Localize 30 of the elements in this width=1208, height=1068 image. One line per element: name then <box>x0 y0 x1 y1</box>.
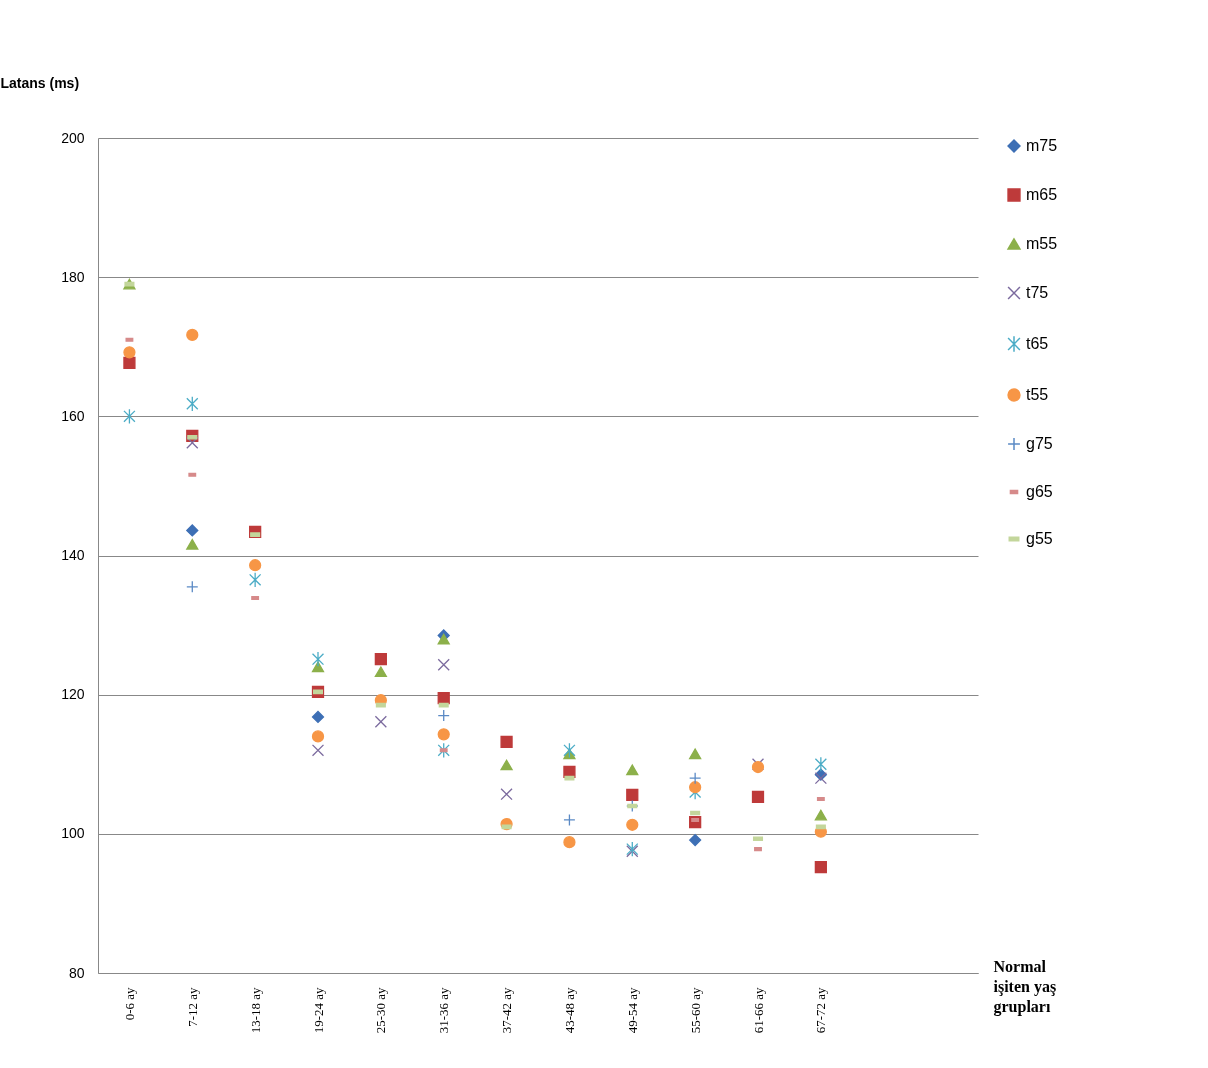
x-tick-label: 13-18 ay <box>247 987 263 1034</box>
legend-label: m55 <box>1026 235 1058 252</box>
x-tick-label: 49-54 ay <box>624 987 640 1034</box>
legend-label: g65 <box>1026 483 1053 500</box>
x-tick-label: 25-30 ay <box>373 987 389 1034</box>
legend-label: g55 <box>1026 530 1053 547</box>
y-tick-label: 120 <box>61 686 85 703</box>
x-tick-label: 61-66 ay <box>750 987 766 1034</box>
legend-label: t65 <box>1026 335 1049 352</box>
x-tick-label: 0-6 ay <box>121 987 137 1021</box>
x-tick-label: 43-48 ay <box>561 987 577 1034</box>
legend-label: g75 <box>1026 435 1053 452</box>
y-tick-label: 80 <box>68 964 85 981</box>
x-tick-label: 7-12 ay <box>184 987 200 1027</box>
y-tick-label: 180 <box>61 268 85 285</box>
x-tick-label: 31-36 ay <box>436 987 452 1034</box>
x-tick-label: 67-72 ay <box>813 987 829 1034</box>
x-tick-label: 37-42 ay <box>499 987 515 1034</box>
y-tick-label: 160 <box>61 407 85 424</box>
x-tick-label: 55-60 ay <box>687 987 703 1034</box>
legend-label: t55 <box>1026 386 1049 403</box>
legend-label: m75 <box>1026 137 1058 154</box>
y-tick-label: 140 <box>61 547 85 563</box>
y-tick-label: 200 <box>61 129 85 146</box>
y-axis-title: Latans (ms) <box>0 74 80 91</box>
y-tick-label: 100 <box>61 825 85 842</box>
x-tick-label: 19-24 ay <box>310 987 326 1034</box>
legend-label: t75 <box>1026 284 1049 301</box>
legend-label: m65 <box>1026 186 1058 203</box>
x-axis-title: Normal işiten yaş grupları <box>993 957 1057 1016</box>
